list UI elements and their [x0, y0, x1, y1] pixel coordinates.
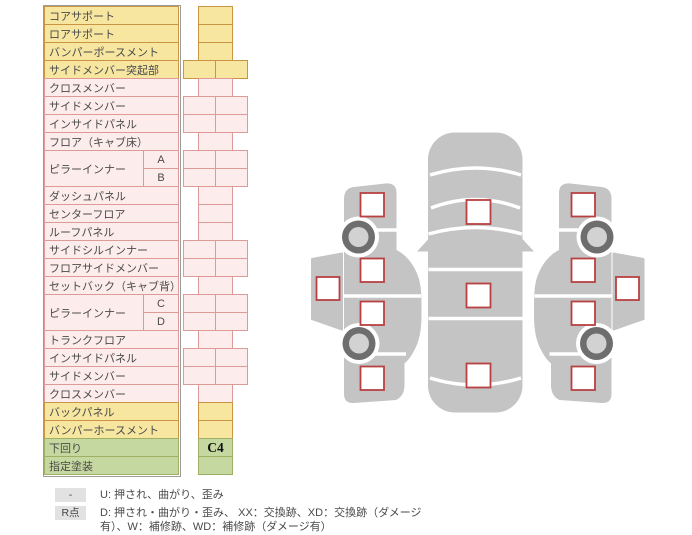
damage-marker-roof[interactable]: [465, 282, 492, 309]
damage-marker-right-rear-door[interactable]: [570, 300, 596, 326]
part-label: ルーフパネル: [44, 222, 179, 241]
left-front-wheel: [338, 216, 379, 258]
part-label: サイドメンバー突起部: [44, 60, 179, 79]
damage-marker-hood[interactable]: [465, 199, 492, 225]
left-mirror: [417, 239, 429, 252]
car-right-side-view: [534, 183, 645, 404]
car-top-view: [417, 132, 534, 413]
damage-marker-right-rocker[interactable]: [615, 276, 640, 301]
legend-row: R点 D: 押され・曲がり・歪み、 XX：交換跡、XD：交換跡（ダメージ有）、W：…: [44, 505, 436, 535]
part-label: ピラーインナー: [44, 150, 144, 187]
part-sub-label: D: [143, 312, 179, 331]
part-label: サイドメンバー: [44, 366, 179, 385]
left-rear-wheel: [338, 323, 380, 364]
part-sub-label: B: [143, 168, 179, 187]
right-front-wheel: [576, 216, 618, 258]
legend-row: - U: 押され、曲がり、歪み: [44, 488, 436, 503]
legend-text: U: 押され、曲がり、歪み: [100, 489, 224, 501]
legend-text: D: 押され・曲がり・歪み、 XX：交換跡、XD：交換跡（ダメージ有）、W：補修…: [100, 506, 422, 534]
damage-code-legend: - U: 押され、曲がり、歪み R点 D: 押され・曲がり・歪み、 XX：交換跡、XD…: [44, 488, 436, 535]
damage-marker-trunk[interactable]: [465, 362, 492, 389]
damage-marker-left-rear-door[interactable]: [359, 300, 385, 326]
damage-cell[interactable]: [198, 456, 233, 475]
damage-marker-right-front-door[interactable]: [570, 257, 596, 283]
damage-marker-left-front-fender[interactable]: [359, 192, 385, 218]
damage-marker-left-quarter-panel[interactable]: [359, 365, 385, 391]
damage-marker-right-front-fender[interactable]: [570, 192, 596, 218]
part-label: バンパーホースメント: [44, 420, 179, 439]
part-label: ロアサポート: [44, 24, 179, 43]
legend-badge: R点: [55, 505, 86, 520]
part-label: 指定塗装: [44, 456, 179, 475]
part-label: ピラーインナー: [44, 294, 144, 331]
part-label: クロスメンバー: [44, 78, 179, 97]
right-rear-wheel: [576, 323, 617, 364]
car-left-side-view: [311, 183, 422, 404]
damage-cell[interactable]: C4: [198, 438, 233, 457]
part-label: サイドシルインナー: [44, 240, 179, 259]
inspection-parts-table: コアサポート ロアサポート バンパーポースメント サイドメンバー突起部 クロスメンバーサ…: [43, 5, 294, 477]
damage-marker-left-front-door[interactable]: [359, 257, 385, 283]
legend-badge: -: [55, 488, 86, 502]
part-label: バンパーポースメント: [44, 42, 179, 61]
damage-marker-left-rocker[interactable]: [315, 276, 341, 301]
right-mirror: [522, 239, 534, 252]
part-label: インサイドパネル: [44, 114, 179, 133]
damage-marker-right-quarter-panel[interactable]: [570, 365, 596, 391]
